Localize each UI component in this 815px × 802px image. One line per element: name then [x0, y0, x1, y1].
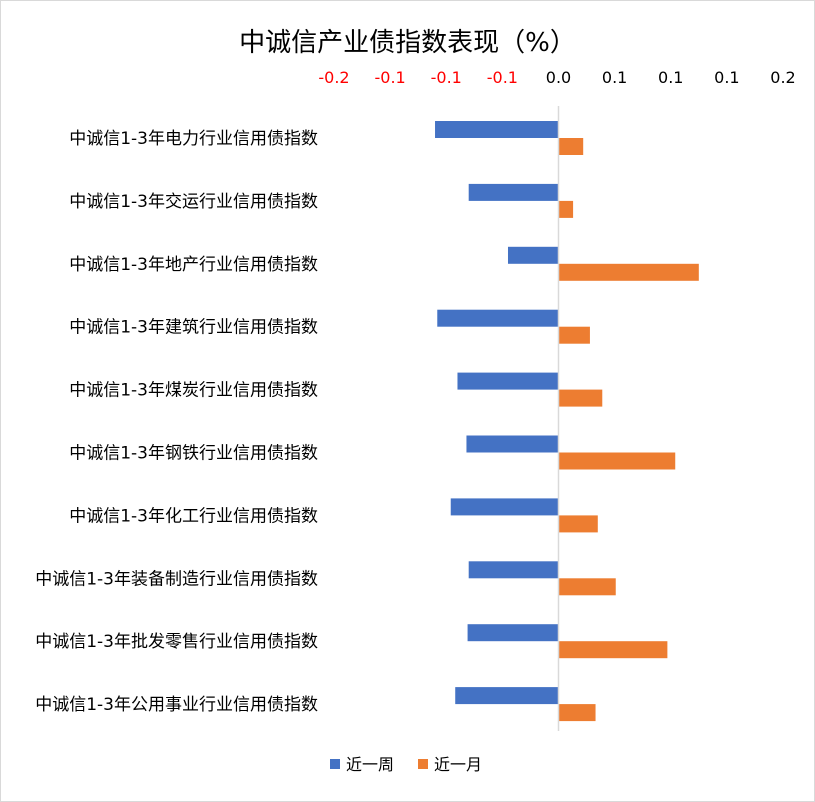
x-tick-label: -0.1 — [431, 68, 462, 87]
category-label: 中诚信1-3年地产行业信用债指数 — [69, 255, 318, 275]
x-tick-label: 0.2 — [770, 68, 795, 87]
legend-swatch — [330, 759, 340, 769]
legend-label: 近一月 — [434, 755, 482, 774]
bar-month — [558, 452, 676, 470]
bar-week — [450, 498, 559, 516]
bar-week — [507, 246, 559, 264]
bar-month — [558, 200, 574, 218]
bar-month — [558, 263, 699, 281]
bar-week — [466, 435, 559, 453]
bar-month — [558, 704, 596, 722]
x-tick-label: -0.1 — [487, 68, 518, 87]
bar-week — [437, 309, 559, 327]
category-label: 中诚信1-3年化工行业信用债指数 — [69, 506, 318, 526]
x-tick-label: 0.0 — [546, 68, 571, 87]
bar-week — [467, 624, 559, 642]
bar-week — [468, 183, 559, 201]
category-label: 中诚信1-3年钢铁行业信用债指数 — [69, 444, 318, 464]
bar-month — [558, 515, 598, 533]
x-tick-label: -0.1 — [375, 68, 406, 87]
x-tick-label: 0.1 — [658, 68, 683, 87]
bar-week — [468, 561, 559, 579]
category-label: 中诚信1-3年公用事业行业信用债指数 — [35, 695, 318, 715]
bar-month — [558, 578, 616, 596]
category-label: 中诚信1-3年建筑行业信用债指数 — [69, 318, 318, 338]
x-tick-label: 0.1 — [714, 68, 739, 87]
bar-week — [457, 372, 559, 390]
category-label: 中诚信1-3年装备制造行业信用债指数 — [35, 569, 318, 589]
category-label: 中诚信1-3年交运行业信用债指数 — [69, 192, 318, 212]
x-tick-label: -0.2 — [318, 68, 349, 87]
legend-swatch — [418, 759, 428, 769]
category-label: 中诚信1-3年电力行业信用债指数 — [69, 129, 318, 149]
legend-label: 近一周 — [346, 755, 394, 774]
chart-title: 中诚信产业债指数表现（%） — [239, 28, 576, 58]
category-label: 中诚信1-3年批发零售行业信用债指数 — [35, 632, 318, 652]
bar-week — [455, 687, 559, 705]
x-tick-label: 0.1 — [602, 68, 627, 87]
bar-week — [435, 121, 559, 138]
bar-month — [558, 641, 668, 659]
bar-month — [558, 389, 603, 407]
bar-month — [558, 138, 584, 155]
category-label: 中诚信1-3年煤炭行业信用债指数 — [69, 381, 318, 401]
bar-month — [558, 326, 590, 344]
